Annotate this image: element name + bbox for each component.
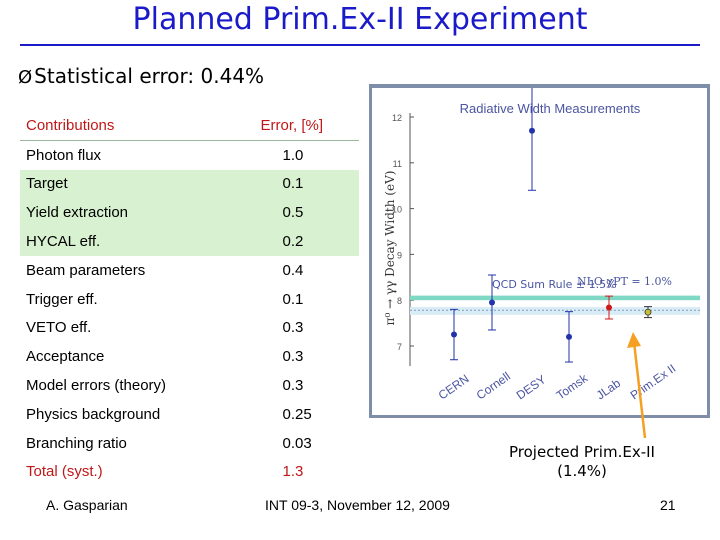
row-value: 1.0 (214, 139, 359, 170)
table-row: Beam parameters 0.4 (20, 256, 359, 285)
projected-line2: (1.4%) (557, 462, 607, 480)
plot-title: Radiative Width Measurements (460, 101, 641, 116)
row-label: Beam parameters (26, 261, 146, 279)
y-tick-label: 7 (397, 342, 402, 352)
table-row: Photon flux 1.0 (20, 139, 359, 170)
slide-title: Planned Prim.Ex-II Experiment (132, 2, 588, 37)
row-label: Target (20, 169, 215, 199)
data-point (529, 127, 535, 134)
row-value: 0.4 (282, 261, 304, 279)
table-row: Acceptance 0.3 (20, 342, 359, 371)
table-row: HYCAL eff. 0.2 (20, 227, 359, 256)
y-tick-label: 11 (393, 159, 402, 169)
row-value: 0.1 (282, 290, 304, 308)
table-total-row: Total (syst.) 1.3 (20, 458, 359, 487)
header-error: Error, [%] (260, 116, 323, 134)
experiment-label: CERN (436, 371, 472, 402)
row-label: Branching ratio (26, 434, 127, 452)
data-point (644, 308, 652, 316)
radiative-width-plot: Radiative Width Measurements 12 11 10 9 8 7 π… (383, 88, 700, 403)
projection-arrow (627, 332, 647, 438)
row-value: 0.1 (214, 169, 359, 199)
plot-background (372, 88, 707, 415)
total-value: 1.3 (282, 463, 304, 481)
nlo-chpt-band (410, 295, 700, 301)
data-points (450, 88, 652, 363)
data-point (566, 333, 572, 340)
row-value: 0.2 (214, 227, 359, 256)
y-tick-label: 10 (392, 205, 402, 215)
table-row: Yield extraction 0.5 (20, 198, 359, 228)
row-value: 0.03 (282, 434, 312, 452)
footer-event: INT 09-3, November 12, 2009 (265, 497, 450, 513)
nlo-label: NLO χPT = 1.0% (577, 275, 672, 288)
footer-page-number: 21 (660, 497, 676, 513)
arrow-head-icon (627, 332, 641, 348)
table-row: Physics background 0.25 (20, 400, 359, 429)
y-axis-label: π⁰ → γγ Decay Width (eV) (383, 171, 397, 326)
row-label: Trigger eff. (26, 290, 98, 308)
y-tick-label: 8 (397, 296, 402, 306)
row-value: 0.25 (282, 405, 312, 423)
qcd-label: QCD Sum Rule ± 1.5% (492, 278, 617, 291)
error-contributions-table: Contributions Error, [%] Photon flux 1.0… (20, 111, 359, 486)
row-value: 0.3 (282, 348, 304, 366)
table-header-row: Contributions Error, [%] (20, 111, 359, 140)
table-row: Branching ratio 0.03 (20, 429, 359, 458)
bullet-text: Statistical error: 0.44% (34, 64, 265, 88)
projected-note: Projected Prim.Ex-II (1.4%) (462, 443, 702, 481)
footer-author: A. Gasparian (46, 497, 128, 513)
data-point (451, 331, 457, 338)
arrow-shaft (632, 341, 647, 438)
row-label: Yield extraction (20, 198, 215, 228)
data-point (606, 304, 612, 311)
row-label: Photon flux (20, 139, 215, 170)
table-row: Target 0.1 (20, 169, 359, 199)
table-row: VETO eff. 0.3 (20, 314, 359, 343)
title-underline (20, 44, 700, 46)
table-row: Model errors (theory) 0.3 (20, 371, 359, 400)
qcd-sum-rule-band (410, 307, 700, 315)
table-row: Trigger eff. 0.1 (20, 285, 359, 314)
experiment-label: Tomsk (554, 371, 591, 403)
y-tick-label: 12 (392, 113, 402, 123)
row-value: 0.3 (282, 377, 304, 395)
row-value: 0.3 (282, 319, 304, 337)
projected-line1: Projected Prim.Ex-II (509, 443, 655, 461)
row-value: 0.5 (214, 198, 359, 228)
header-contributions: Contributions (26, 116, 115, 134)
total-label: Total (syst.) (26, 463, 103, 481)
row-label: HYCAL eff. (20, 227, 215, 256)
data-point (489, 299, 495, 306)
y-tick-label: 9 (397, 250, 402, 260)
row-label: Physics background (26, 405, 161, 423)
statistical-error-bullet: Ø Statistical error: 0.44% (18, 64, 264, 88)
row-label: VETO eff. (26, 319, 92, 337)
row-label: Acceptance (26, 348, 105, 366)
experiment-label: DESY (514, 372, 549, 402)
bullet-arrow-icon: Ø (18, 67, 33, 88)
experiment-label: Cornell (474, 369, 513, 402)
row-label: Model errors (theory) (26, 377, 167, 395)
y-tick-labels: 12 11 10 9 8 7 (392, 113, 414, 352)
